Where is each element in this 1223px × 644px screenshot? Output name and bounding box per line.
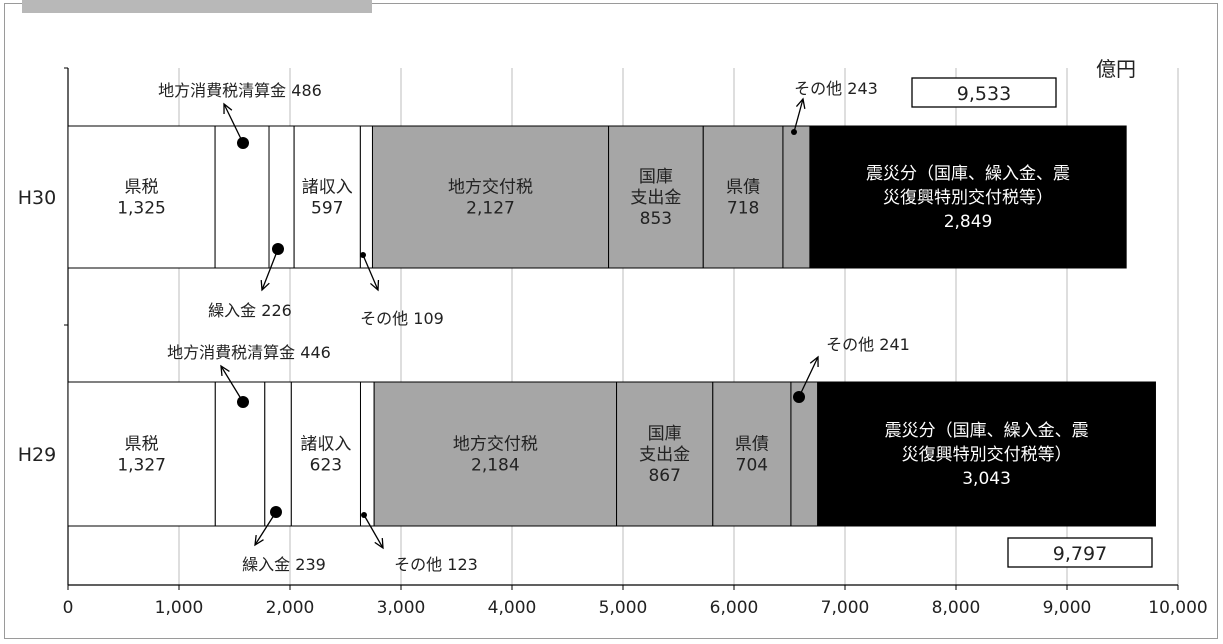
data-label-H30-kensai-line-2: 718 xyxy=(727,198,759,218)
data-label-H29-chihokofuzei-line-2: 2,184 xyxy=(471,455,520,475)
callout-arrow-H30-kurireikin-head xyxy=(260,279,270,292)
data-label-H30-shinsai-line-1: 震災分（国庫、繰入金、震 xyxy=(866,164,1070,184)
callout-arrow-H30-sonota1-head xyxy=(370,279,380,292)
unit-label: 億円 xyxy=(1096,57,1136,81)
callout-arrow-H29-kurireikin-line xyxy=(254,511,277,546)
x-tick-label-2: 2,000 xyxy=(266,598,315,618)
data-label-H30-shoshunyu-line-1: 諸収入 xyxy=(302,177,353,197)
bar-H29-shinsai xyxy=(817,381,1156,527)
x-tick-label-9: 9,000 xyxy=(1043,598,1092,618)
data-label-H29-kokko-line-3: 867 xyxy=(648,466,680,486)
callout-arrow-H29-kurireikin-head xyxy=(254,534,264,547)
x-tick-label-7: 7,000 xyxy=(821,598,870,618)
bar-H29-chihokofuzei xyxy=(373,381,618,527)
data-label-H30-chihokofuzei-line-1: 地方交付税 xyxy=(448,177,533,197)
data-label-H30-kenzei-line-2: 1,325 xyxy=(117,198,166,218)
callout-arrow-H29-chihoshohizei-line xyxy=(220,365,244,403)
callout-H30-sonota2: その他 243 xyxy=(794,79,878,98)
data-label-H29-kensai-line-1: 県債 xyxy=(735,434,769,454)
data-label-H30-kokko-line-2: 支出金 xyxy=(630,188,681,208)
callout-H30-kurireikin: 繰入金 226 xyxy=(208,301,292,320)
x-tick-label-3: 3,000 xyxy=(377,598,426,618)
callout-H30-sonota1: その他 109 xyxy=(360,309,444,328)
x-tick-label-8: 8,000 xyxy=(932,598,981,618)
data-label-H30-shinsai-line-3: 2,849 xyxy=(944,212,993,232)
bar-H30-kenzei xyxy=(67,125,216,269)
callout-H29-chihoshohizei: 地方消費税清算金 446 xyxy=(167,343,331,362)
callout-H29-sonota2: その他 241 xyxy=(826,335,910,354)
header-tab xyxy=(22,0,372,13)
callout-arrow-H30-chihoshohizei-line xyxy=(223,103,244,144)
callout-H29-kurireikin: 繰入金 239 xyxy=(242,555,326,574)
bar-H29-sonota2 xyxy=(790,381,819,527)
callout-arrow-H30-sonota2-line xyxy=(793,98,804,133)
data-label-H29-kokko-line-1: 国庫 xyxy=(648,424,682,444)
data-label-H29-kenzei-line-1: 県税 xyxy=(125,434,159,454)
bar-H30-sonota1 xyxy=(359,125,373,269)
callout-arrow-H29-sonota1-line xyxy=(363,514,384,549)
callout-arrow-H30-sonota2-head xyxy=(795,97,806,109)
data-label-H30-kokko-line-3: 853 xyxy=(640,209,672,229)
data-label-H29-shinsai-line-1: 震災分（国庫、繰入金、震 xyxy=(885,421,1089,441)
bar-H29-sonota1 xyxy=(359,381,375,527)
data-label-H29-shinsai-line-2: 災復興特別交付税等） xyxy=(902,445,1072,465)
bar-H30-shinsai xyxy=(809,125,1127,269)
x-tick-label-4: 4,000 xyxy=(488,598,537,618)
bar-H30-sonota2 xyxy=(782,125,811,269)
chart-frame xyxy=(4,3,1218,639)
bar-H29-kensai xyxy=(712,381,792,527)
callout-arrow-H29-sonota2-line xyxy=(798,356,819,398)
callout-dot-H29-kurireikin xyxy=(270,506,282,518)
callout-arrow-H29-sonota1-head xyxy=(374,537,384,550)
callout-H29-sonota1: その他 123 xyxy=(394,555,478,574)
x-tick-label-5: 5,000 xyxy=(599,598,648,618)
bar-H30-chihokofuzei xyxy=(371,125,610,269)
data-label-H29-shinsai-line-3: 3,043 xyxy=(962,469,1011,489)
callout-arrow-H29-sonota2-head xyxy=(809,355,819,368)
x-tick-label-6: 6,000 xyxy=(710,598,759,618)
data-label-H29-shoshunyu-line-1: 諸収入 xyxy=(300,434,351,454)
data-label-H29-shoshunyu-line-2: 623 xyxy=(310,455,342,475)
data-label-H30-chihokofuzei-line-2: 2,127 xyxy=(466,198,515,218)
data-label-H30-shinsai-line-2: 災復興特別交付税等） xyxy=(883,188,1053,208)
data-label-H30-kokko-line-1: 国庫 xyxy=(639,167,673,187)
data-label-H29-kokko-line-2: 支出金 xyxy=(639,445,690,465)
data-label-H30-shoshunyu-line-2: 597 xyxy=(311,198,343,218)
data-label-H29-kenzei-line-2: 1,327 xyxy=(117,455,166,475)
callout-arrow-H30-kurireikin-line xyxy=(261,248,279,291)
bar-H29-kurireikin xyxy=(264,381,292,527)
bar-H29-shoshunyu xyxy=(290,381,361,527)
callout-arrow-H30-sonota1-line xyxy=(362,254,379,291)
data-label-H30-kensai-line-1: 県債 xyxy=(726,177,760,197)
category-label-H29: H29 xyxy=(18,444,56,466)
x-tick-label-0: 0 xyxy=(63,598,74,618)
bar-H30-kensai xyxy=(702,125,784,269)
data-label-H29-kensai-line-2: 704 xyxy=(736,455,768,475)
bar-H29-kenzei xyxy=(67,381,216,527)
x-tick-label-10: 10,000 xyxy=(1148,598,1207,618)
callout-arrow-H29-chihoshohizei-head xyxy=(220,364,230,377)
category-label-H30: H30 xyxy=(18,187,56,209)
bar-H29-kokko xyxy=(616,381,714,527)
total-label-H30: 9,533 xyxy=(957,83,1011,105)
callout-H30-chihoshohizei: 地方消費税清算金 486 xyxy=(158,81,322,100)
total-label-H29: 9,797 xyxy=(1053,543,1107,565)
x-tick-label-1: 1,000 xyxy=(155,598,204,618)
bar-H30-shoshunyu xyxy=(293,125,361,269)
data-label-H30-kenzei-line-1: 県税 xyxy=(125,177,159,197)
total-box-H30 xyxy=(911,77,1057,108)
callout-arrow-H30-chihoshohizei-head xyxy=(223,102,233,115)
data-label-H29-chihokofuzei-line-1: 地方交付税 xyxy=(453,434,538,454)
total-box-H29 xyxy=(1007,537,1153,568)
